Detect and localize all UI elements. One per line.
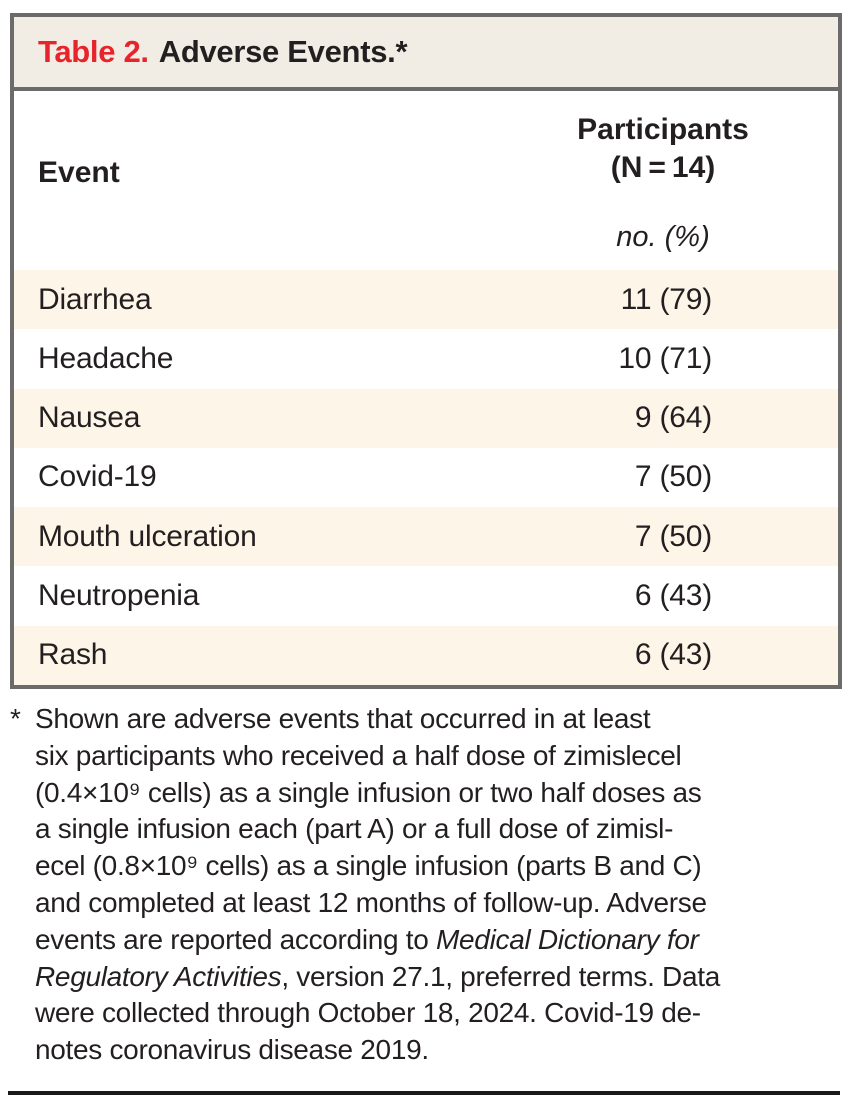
participants-n: (N = 14)	[610, 151, 716, 184]
footnote-line: ecel (0.8×10⁹ cells) as a single infusio…	[35, 850, 702, 882]
table-number-label: Table 2.	[38, 34, 149, 69]
event-cell: Neutropenia	[38, 578, 200, 612]
table-row: Neutropenia 6 (43)	[14, 566, 838, 625]
value-cell: 9 (64)	[634, 401, 712, 435]
value-cell: 6 (43)	[634, 578, 712, 612]
participants-label: Participants	[577, 113, 749, 146]
table-body: Diarrhea 11 (79) Headache 10 (71) Nausea…	[14, 270, 838, 685]
event-cell: Rash	[38, 638, 108, 672]
table-header: Event Participants (N = 14) no. (%)	[14, 91, 838, 270]
event-cell: Nausea	[38, 401, 141, 435]
bottom-rule	[8, 1091, 840, 1095]
value-cell: 7 (50)	[634, 519, 712, 553]
footnote-line: notes coronavirus disease 2019.	[35, 1034, 429, 1066]
footnote-line: a single infusion each (part A) or a ful…	[35, 813, 674, 845]
table-row: Mouth ulceration 7 (50)	[14, 507, 838, 567]
value-cell: 11 (79)	[620, 282, 713, 316]
footnote-line: (0.4×10⁹ cells) as a single infusion or …	[35, 776, 702, 808]
footnote-line: and completed at least 12 months of foll…	[35, 886, 707, 918]
event-cell: Mouth ulceration	[38, 519, 257, 553]
footnote-line: Shown are adverse events that occurred i…	[35, 703, 651, 734]
footnote-line: were collected through October 18, 2024.…	[35, 997, 701, 1029]
table-row: Nausea 9 (64)	[14, 388, 838, 448]
table-row: Covid-19 7 (50)	[14, 448, 838, 507]
footnote-line: Regulatory Activities, version 27.1, pre…	[35, 960, 720, 992]
column-header-event: Event	[38, 156, 120, 189]
event-cell: Headache	[38, 341, 174, 375]
event-cell: Covid-19	[38, 460, 157, 494]
value-cell: 10 (71)	[618, 341, 712, 375]
table-row: Headache 10 (71)	[14, 329, 838, 388]
footnote-line: events are reported according to Medical…	[35, 923, 699, 955]
footnote-marker: *	[10, 703, 21, 734]
adverse-events-table: Table 2. Adverse Events.* Event Particip…	[10, 13, 842, 689]
event-cell: Diarrhea	[38, 282, 152, 316]
footnote-lines: Shown are adverse events that occurred i…	[35, 701, 842, 1069]
value-cell: 6 (43)	[634, 638, 712, 672]
table-row: Rash 6 (43)	[14, 625, 838, 685]
column-units-label: no. (%)	[616, 221, 710, 253]
footnote-line: six participants who received a half dos…	[35, 739, 682, 771]
footnote: Shown are adverse events that occurred i…	[0, 701, 842, 1069]
table-title-text: Adverse Events.*	[158, 34, 408, 69]
table-row: Diarrhea 11 (79)	[14, 270, 838, 330]
column-header-participants: Participants (N = 14)	[533, 111, 793, 187]
table-title-banner: Table 2. Adverse Events.*	[14, 17, 838, 91]
value-cell: 7 (50)	[634, 460, 712, 494]
